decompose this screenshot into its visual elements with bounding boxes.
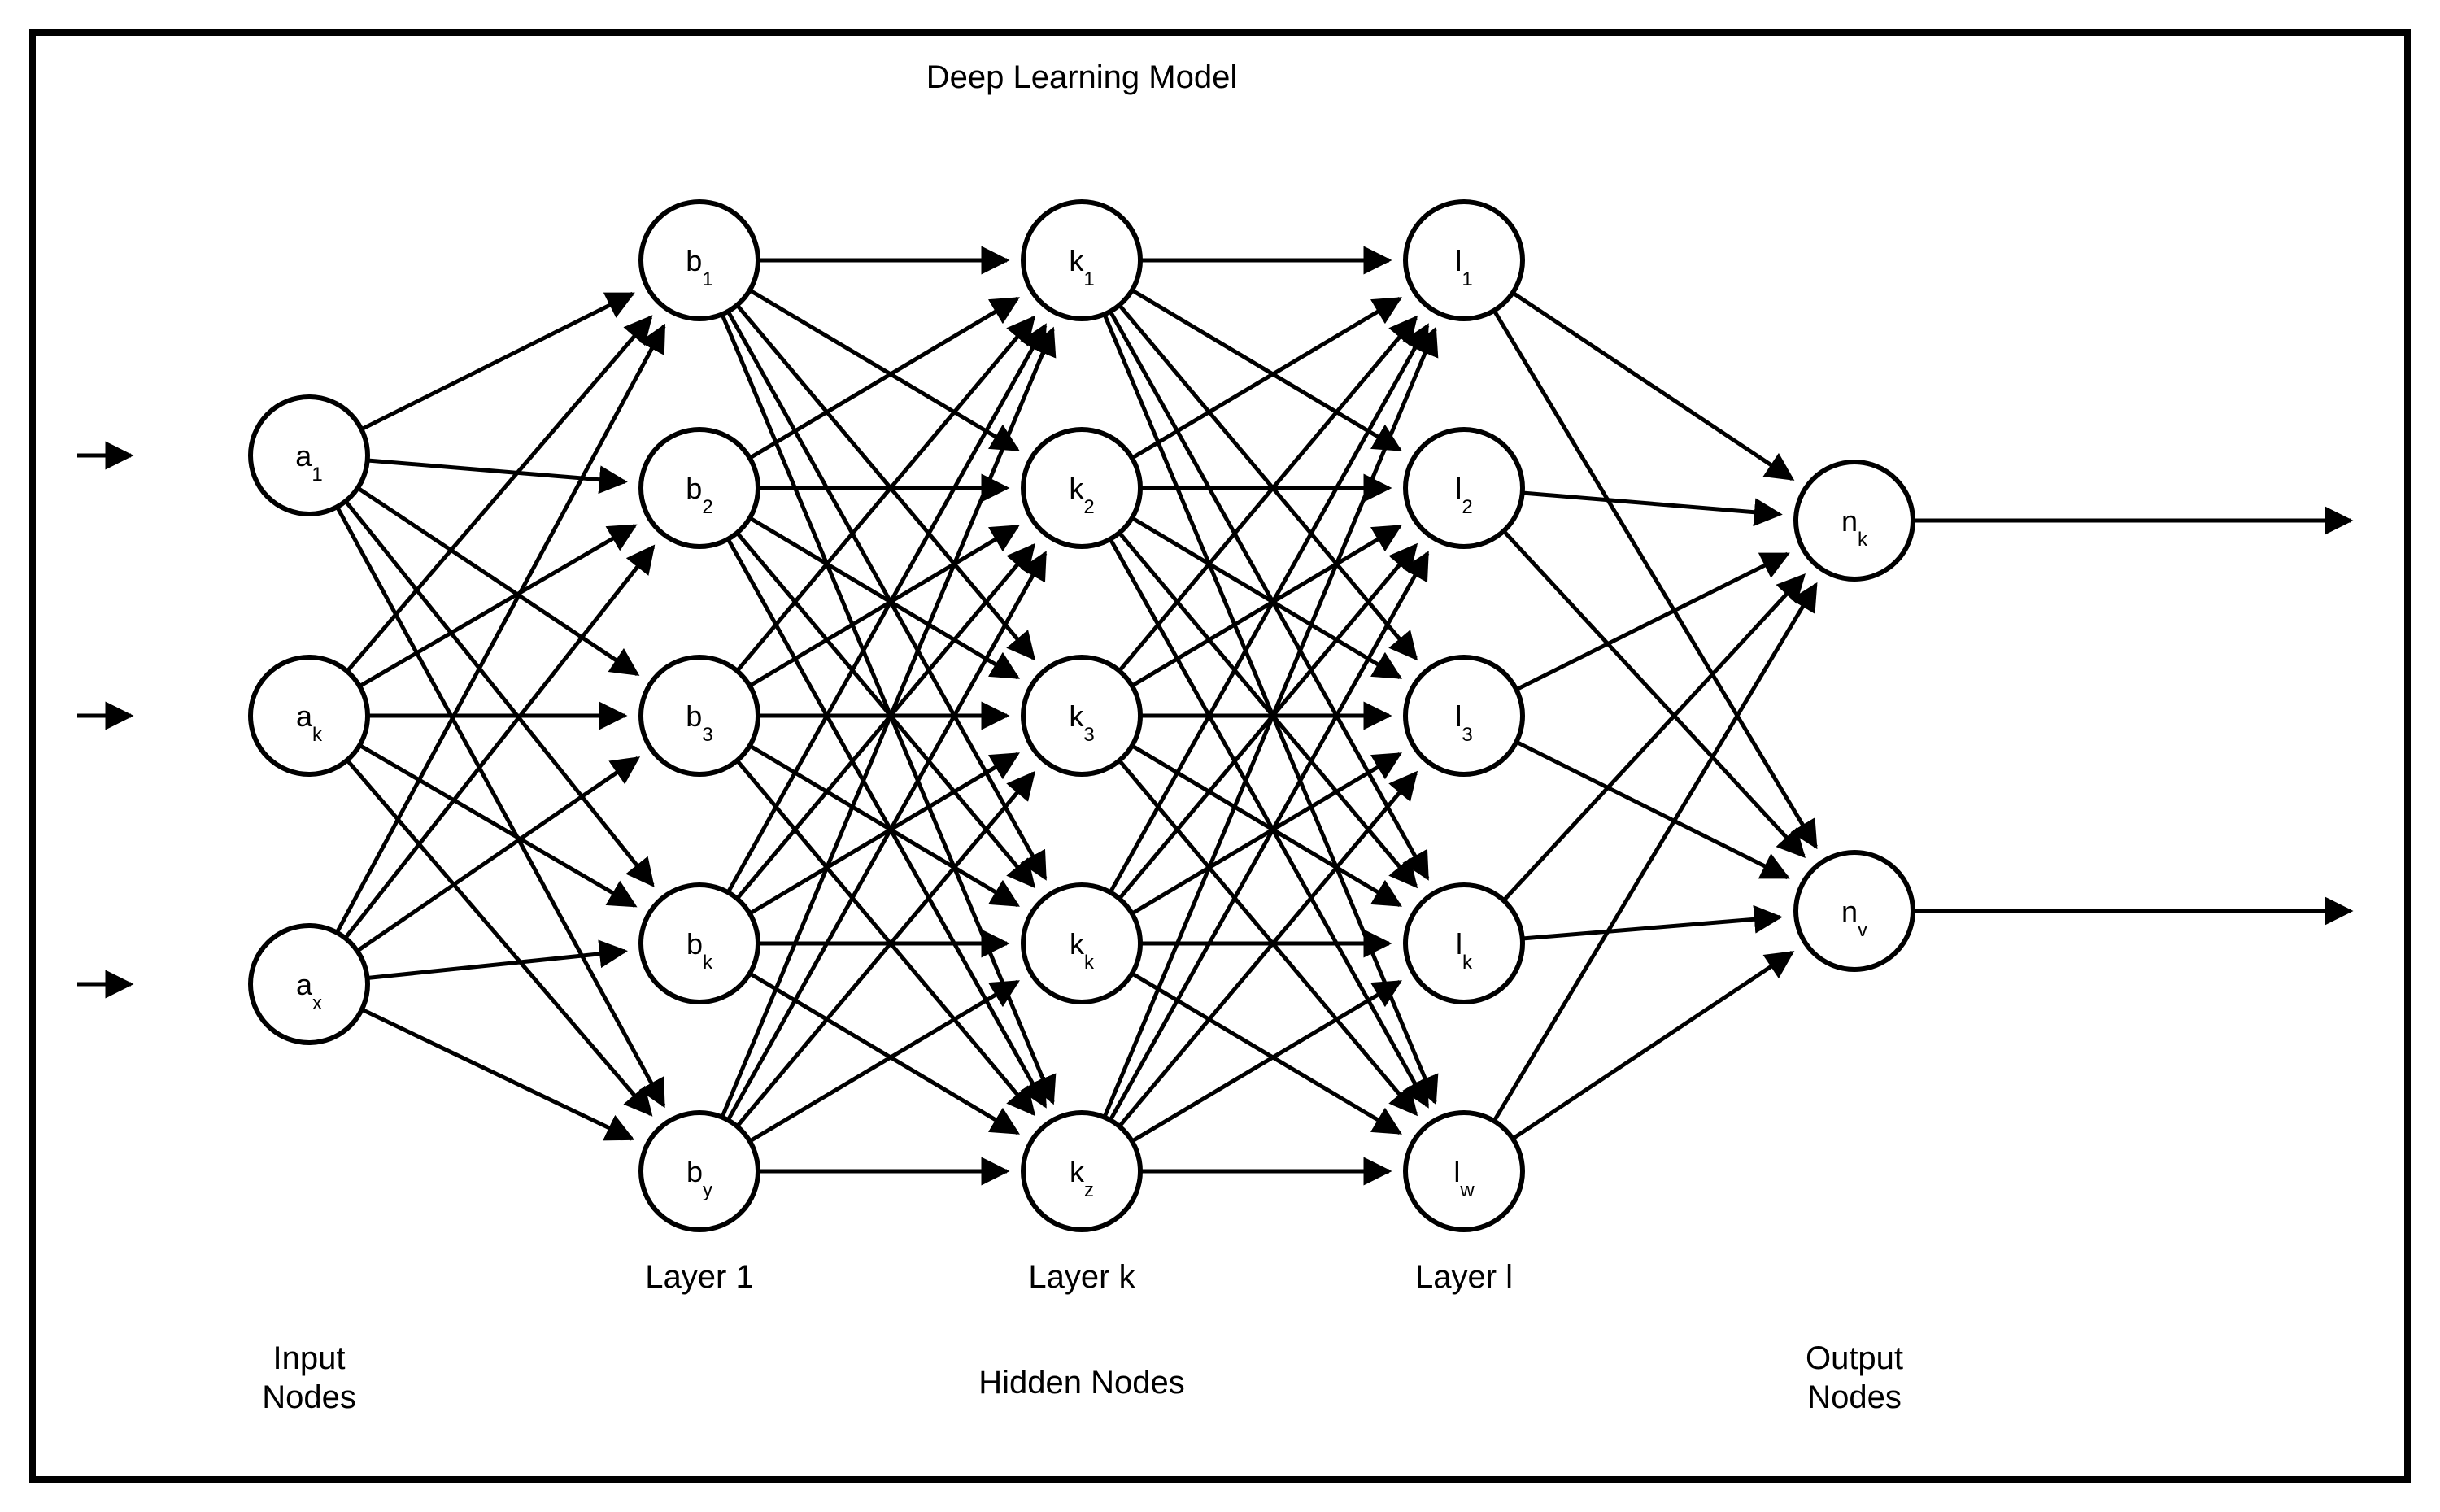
node-layerl-3 xyxy=(1405,885,1523,1002)
frame xyxy=(33,33,2407,1479)
node-layerl-2 xyxy=(1405,657,1523,774)
node-layerl-4 xyxy=(1405,1113,1523,1230)
caption-layerl: Layer l xyxy=(1415,1259,1513,1295)
node-layerl-0 xyxy=(1405,202,1523,319)
caption-layerk: Layer k xyxy=(1028,1259,1135,1295)
diagram-title: Deep Learning Model xyxy=(926,59,1237,95)
caption-hidden: Hidden Nodes xyxy=(978,1365,1185,1401)
node-layerl-1 xyxy=(1405,429,1523,547)
neural-network-diagram: a1akaxb1b2b3bkbyk1k2k3kkkzl1l2l3lklwnknv… xyxy=(0,0,2440,1512)
caption-layer1: Layer 1 xyxy=(645,1259,753,1295)
